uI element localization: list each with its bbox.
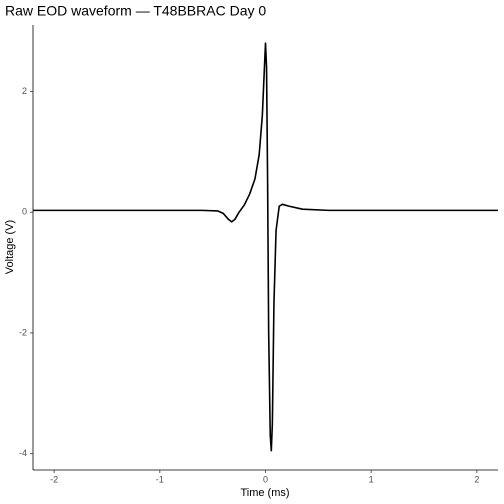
chart-title: Raw EOD waveform — T48BBRAC Day 0 [5, 3, 266, 19]
x-tick-label: 2 [474, 474, 479, 484]
y-tick-label: 2 [22, 86, 27, 96]
y-tick-label: -4 [19, 448, 27, 458]
x-tick-label: -1 [156, 474, 164, 484]
x-tick-label: 1 [369, 474, 374, 484]
waveform-line [33, 42, 498, 452]
y-axis-label: Voltage (V) [4, 220, 16, 274]
x-tick-label: -2 [50, 474, 58, 484]
y-tick-label: -2 [19, 327, 27, 337]
x-axis-label: Time (ms) [240, 487, 289, 499]
y-tick-label: 0 [22, 207, 27, 217]
x-tick-label: 0 [263, 474, 268, 484]
